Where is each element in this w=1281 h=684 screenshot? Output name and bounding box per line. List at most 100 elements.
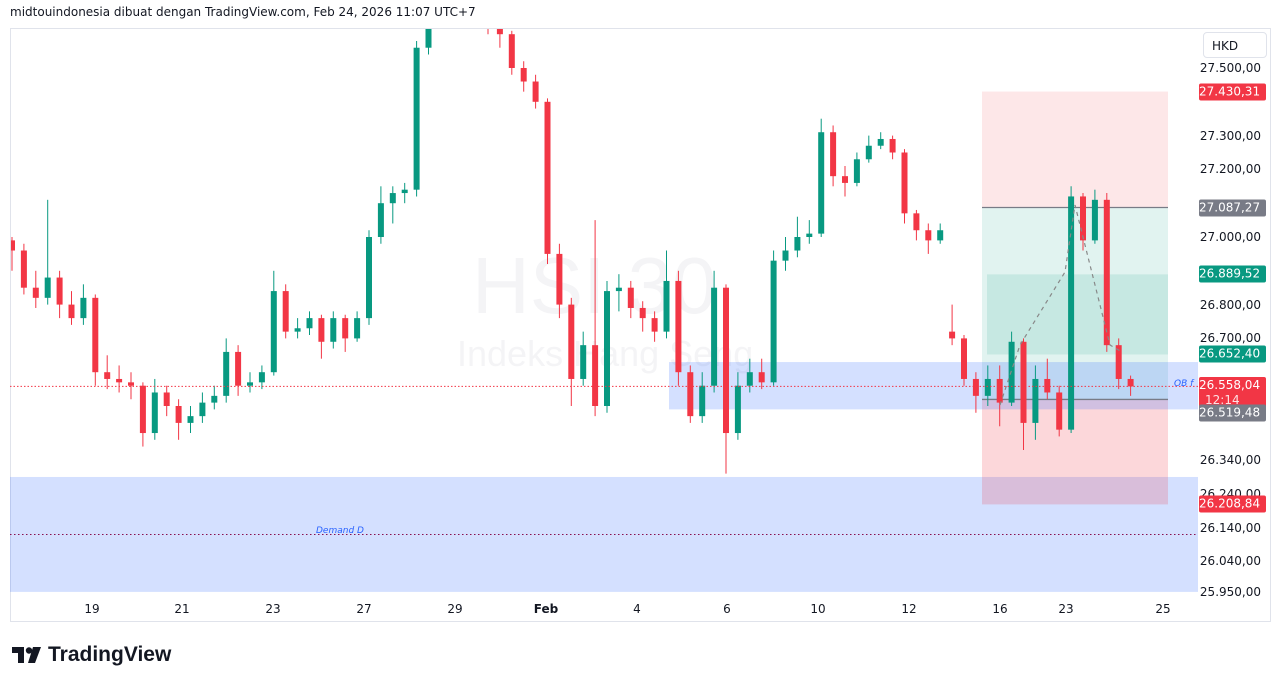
time-tick-label: 4: [633, 602, 641, 616]
time-tick-label: 27: [356, 602, 372, 616]
candle-body: [389, 193, 396, 204]
candle-body: [758, 372, 765, 383]
candle-body: [877, 138, 884, 146]
candle-body: [1020, 341, 1027, 423]
candle-body: [806, 233, 813, 237]
order-block-zone: [669, 362, 1198, 410]
candle-body: [1115, 345, 1122, 379]
price-tag-value: 26.519,48: [1199, 405, 1261, 420]
candle-body: [961, 338, 967, 379]
candle-body: [687, 372, 694, 417]
candle-body: [1032, 378, 1039, 423]
time-tick-label: 21: [174, 602, 190, 616]
candle-body: [449, 14, 455, 17]
candle-body: [853, 159, 860, 183]
candle-body: [377, 203, 384, 237]
price-tick-label: 25.950,00: [1199, 584, 1261, 599]
candle-body: [782, 250, 789, 261]
time-tick-label: 23: [265, 602, 281, 616]
demand-zone-label: Demand D: [316, 526, 364, 536]
candle-body: [80, 297, 87, 319]
candle-body: [306, 318, 313, 329]
candle-body: [485, 21, 491, 24]
candle-body: [32, 287, 39, 298]
candle-body: [1091, 199, 1098, 241]
time-tick-label: 23: [1058, 602, 1074, 616]
candle-body: [330, 318, 337, 342]
candle-body: [425, 29, 432, 48]
candle-body: [1008, 341, 1015, 403]
tradingview-logo[interactable]: TradingView: [12, 643, 171, 667]
candle-body: [1056, 392, 1063, 430]
candle-body: [211, 395, 218, 403]
price-tick-label: 26.800,00: [1199, 297, 1261, 312]
price-tag-value: 26.652,40: [1199, 346, 1261, 361]
price-tick-label: 26.340,00: [1199, 453, 1261, 468]
candle-body: [473, 17, 479, 20]
candle-body: [20, 250, 27, 288]
currency-button[interactable]: HKD: [1203, 32, 1267, 58]
candle-body: [699, 385, 706, 417]
candle-body: [865, 145, 872, 160]
price-tag: 26.519,48: [1199, 404, 1266, 422]
time-tick-label: 19: [84, 602, 100, 616]
candle-body: [1103, 199, 1110, 346]
candle-body: [842, 176, 848, 183]
candle-body: [627, 287, 634, 308]
candle-body: [925, 230, 932, 241]
time-tick-label: Feb: [533, 602, 559, 616]
candle-body: [556, 253, 563, 305]
candle-body: [401, 189, 408, 194]
candle-body: [56, 277, 63, 305]
candle-body: [294, 328, 301, 332]
candle-body: [258, 372, 265, 383]
candle-body: [44, 277, 51, 298]
price-tick-label: 26.700,00: [1199, 331, 1261, 346]
candle-body: [746, 372, 753, 386]
candle-body: [818, 132, 825, 234]
candle-body: [830, 132, 837, 177]
candle-body: [723, 287, 729, 434]
price-tag: 26.652,40: [1199, 345, 1266, 363]
candle-body: [270, 291, 277, 373]
tradingview-logo-text: TradingView: [48, 643, 172, 666]
candle-body: [354, 318, 361, 339]
candle-body: [342, 318, 349, 339]
candle-body: [235, 351, 242, 386]
candle-body: [580, 345, 587, 379]
candle-body: [889, 138, 896, 153]
price-tag-value: 26.208,84: [1199, 496, 1261, 511]
order-block-label: OB f: [1174, 379, 1194, 389]
candle-body: [187, 416, 194, 423]
candle-body: [972, 378, 979, 396]
position-target-inner: [987, 274, 1168, 355]
price-tag: 26.208,84: [1199, 495, 1266, 513]
candle-body: [1044, 378, 1051, 393]
candle-body: [1080, 196, 1086, 241]
candle-body: [1068, 196, 1075, 430]
price-tick-label: 26.140,00: [1199, 520, 1261, 535]
candle-body: [175, 406, 182, 423]
chart-attribution: midtouindonesia dibuat dengan TradingVie…: [10, 5, 476, 19]
candle-body: [163, 392, 170, 406]
bar-countdown: 12:14: [1205, 393, 1240, 408]
candle-body: [139, 385, 146, 434]
time-tick-label: 16: [992, 602, 1008, 616]
time-tick-label: 10: [810, 602, 826, 616]
price-tag-value: 26.558,04: [1199, 378, 1261, 393]
candle-body: [68, 304, 75, 319]
candle-body: [937, 230, 944, 241]
candle-body: [318, 318, 325, 342]
candle-body: [544, 101, 551, 254]
candle-body: [639, 307, 646, 319]
candle-body: [520, 68, 527, 82]
candle-body: [568, 304, 575, 379]
price-tag: 27.430,31: [1199, 83, 1266, 101]
candle-body: [1127, 378, 1134, 387]
candle-body: [913, 213, 920, 231]
price-tick-label: 27.500,00: [1199, 61, 1261, 75]
candle-body: [116, 378, 123, 383]
candle-body: [496, 29, 503, 35]
price-tag: 27.087,27: [1199, 199, 1266, 216]
